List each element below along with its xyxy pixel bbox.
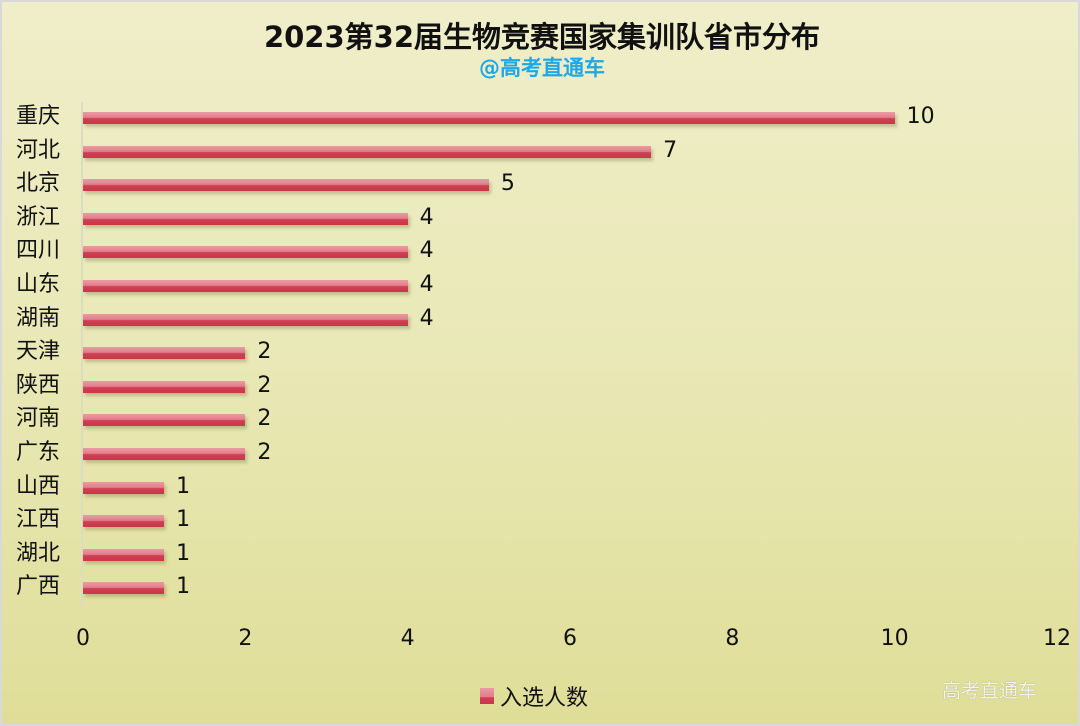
legend: 入选人数 bbox=[480, 680, 588, 712]
category-label: 陕西 bbox=[16, 372, 61, 398]
bar-row: 广西 1 bbox=[2, 570, 1080, 604]
bar bbox=[83, 145, 652, 158]
bar bbox=[83, 112, 895, 124]
bar-row: 浙江 4 bbox=[2, 201, 1080, 235]
data-label: 5 bbox=[500, 171, 515, 197]
bar bbox=[83, 448, 246, 460]
x-tick-label: 2 bbox=[238, 626, 253, 651]
bar-row: 江西 1 bbox=[2, 503, 1080, 537]
category-label: 湖北 bbox=[16, 540, 61, 566]
data-label: 10 bbox=[906, 104, 935, 129]
bar bbox=[83, 414, 246, 427]
x-tick-label: 0 bbox=[76, 626, 90, 651]
bar bbox=[83, 212, 408, 225]
category-label: 四川 bbox=[16, 238, 61, 264]
bar-row: 河北 7 bbox=[2, 134, 1080, 168]
category-label: 广西 bbox=[16, 574, 61, 600]
data-label: 1 bbox=[176, 574, 191, 600]
bar-row: 山东 4 bbox=[2, 268, 1080, 302]
bar-row: 河南 2 bbox=[2, 402, 1080, 436]
category-label: 河北 bbox=[16, 137, 61, 163]
bar-row: 湖南 4 bbox=[2, 302, 1080, 336]
bar-row: 湖北 1 bbox=[2, 537, 1080, 571]
category-label: 湖南 bbox=[16, 305, 61, 331]
data-label: 4 bbox=[419, 305, 434, 331]
category-label: 山东 bbox=[16, 272, 61, 297]
category-label: 北京 bbox=[16, 171, 61, 197]
bar bbox=[83, 582, 165, 595]
category-label: 重庆 bbox=[16, 104, 61, 129]
bar-row: 山西 1 bbox=[2, 470, 1080, 504]
data-label: 1 bbox=[176, 473, 191, 499]
bar bbox=[83, 313, 408, 326]
bar-row: 陕西 2 bbox=[2, 369, 1080, 403]
x-tick-label: 4 bbox=[400, 626, 415, 651]
data-label: 2 bbox=[257, 372, 272, 398]
bar bbox=[83, 548, 165, 561]
data-label: 2 bbox=[257, 339, 272, 365]
category-label: 河南 bbox=[16, 406, 61, 432]
category-label: 广东 bbox=[16, 440, 61, 465]
x-tick-label: 6 bbox=[563, 626, 577, 651]
data-label: 4 bbox=[419, 272, 434, 297]
x-tick-label: 10 bbox=[880, 626, 909, 651]
bar-row: 北京 5 bbox=[2, 167, 1080, 201]
bar bbox=[83, 515, 165, 528]
data-label: 1 bbox=[176, 507, 191, 533]
data-label: 4 bbox=[419, 204, 434, 230]
data-label: 1 bbox=[176, 540, 191, 566]
legend-label: 入选人数 bbox=[500, 686, 589, 711]
chart-title: 2023第32届生物竞赛国家集训队省市分布 bbox=[263, 20, 821, 54]
data-label: 2 bbox=[257, 406, 272, 432]
bar bbox=[83, 280, 408, 292]
bar bbox=[83, 246, 408, 259]
category-label: 山西 bbox=[16, 473, 61, 499]
bar-row: 四川 4 bbox=[2, 234, 1080, 268]
bar bbox=[83, 179, 489, 192]
bar-row: 广东 2 bbox=[2, 436, 1080, 470]
chart-subtitle: @高考直通车 bbox=[479, 56, 605, 80]
bar-row: 天津 2 bbox=[2, 335, 1080, 369]
data-label: 4 bbox=[419, 238, 434, 264]
bar bbox=[83, 481, 165, 494]
bar bbox=[83, 380, 246, 393]
y-axis-line bbox=[81, 102, 83, 608]
legend-swatch-icon bbox=[480, 688, 494, 704]
watermark: 高考直通车 bbox=[942, 680, 1038, 702]
category-label: 江西 bbox=[16, 507, 61, 533]
bar bbox=[83, 347, 246, 360]
bar-row: 重庆 10 bbox=[2, 100, 1080, 134]
category-label: 浙江 bbox=[16, 204, 61, 230]
category-label: 天津 bbox=[16, 339, 61, 365]
data-label: 7 bbox=[663, 137, 678, 163]
data-label: 2 bbox=[257, 440, 272, 465]
x-tick-label: 8 bbox=[725, 626, 740, 651]
x-tick-label: 12 bbox=[1043, 626, 1071, 651]
